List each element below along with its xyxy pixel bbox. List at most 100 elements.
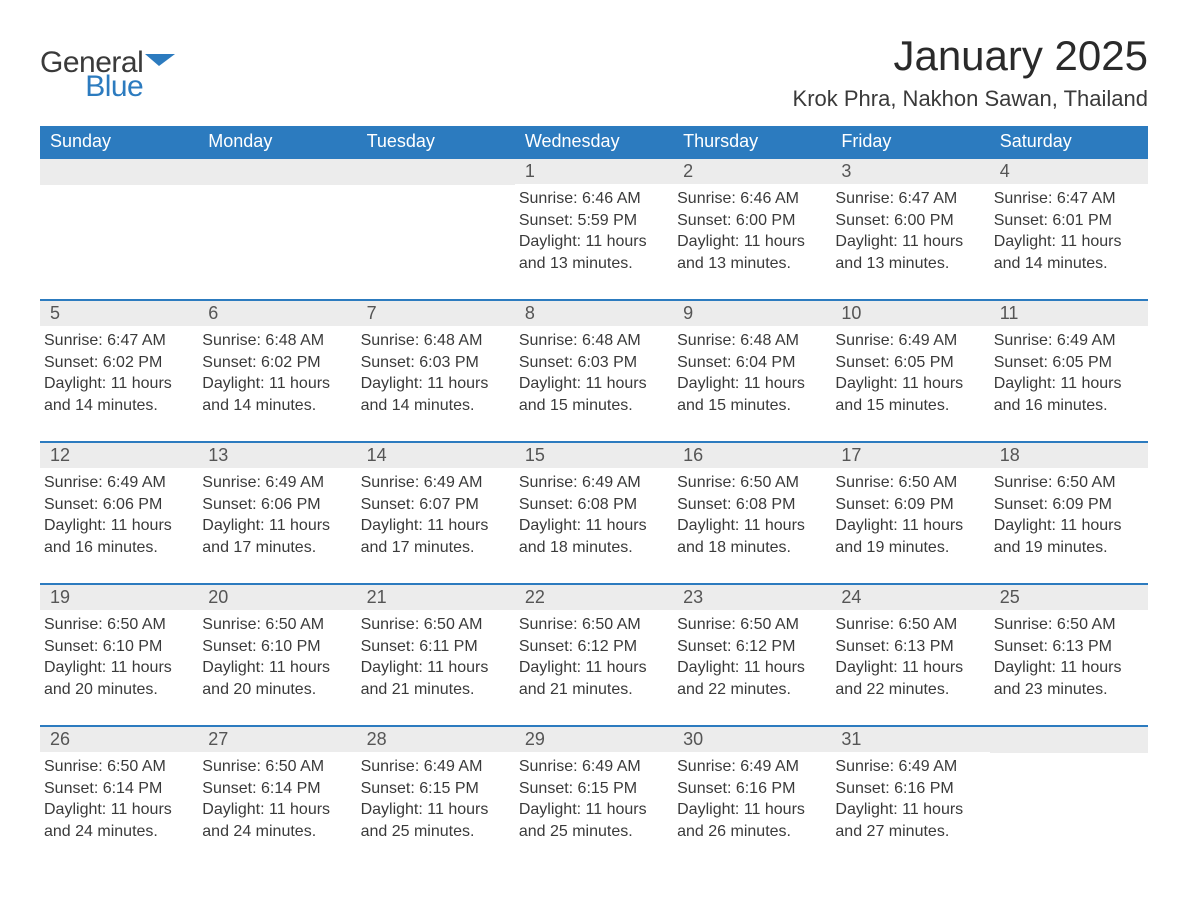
day-cell: 22Sunrise: 6:50 AMSunset: 6:12 PMDayligh…: [515, 584, 673, 726]
day-sunset: Sunset: 6:13 PM: [994, 636, 1138, 658]
day-daylight1: Daylight: 11 hours: [994, 231, 1138, 253]
day-number: 13: [198, 443, 356, 468]
day-daylight1: Daylight: 11 hours: [519, 515, 663, 537]
day-daylight1: Daylight: 11 hours: [44, 799, 188, 821]
day-number: 1: [515, 159, 673, 184]
day-cell: [357, 158, 515, 300]
day-number: 12: [40, 443, 198, 468]
week-row: 5Sunrise: 6:47 AMSunset: 6:02 PMDaylight…: [40, 300, 1148, 442]
day-sunset: Sunset: 6:02 PM: [44, 352, 188, 374]
day-daylight2: and 24 minutes.: [44, 821, 188, 843]
day-number: 7: [357, 301, 515, 326]
day-sunrise: Sunrise: 6:46 AM: [519, 188, 663, 210]
day-daylight1: Daylight: 11 hours: [519, 231, 663, 253]
day-number: 21: [357, 585, 515, 610]
day-daylight1: Daylight: 11 hours: [202, 515, 346, 537]
day-cell: 18Sunrise: 6:50 AMSunset: 6:09 PMDayligh…: [990, 442, 1148, 584]
day-cell: 20Sunrise: 6:50 AMSunset: 6:10 PMDayligh…: [198, 584, 356, 726]
day-daylight1: Daylight: 11 hours: [44, 657, 188, 679]
day-daylight2: and 18 minutes.: [677, 537, 821, 559]
day-header-thursday: Thursday: [673, 126, 831, 158]
day-daylight2: and 20 minutes.: [44, 679, 188, 701]
day-cell: 27Sunrise: 6:50 AMSunset: 6:14 PMDayligh…: [198, 726, 356, 868]
day-sunset: Sunset: 6:09 PM: [835, 494, 979, 516]
day-daylight2: and 15 minutes.: [519, 395, 663, 417]
day-daylight1: Daylight: 11 hours: [44, 373, 188, 395]
logo: General Blue: [40, 32, 175, 102]
day-sunrise: Sunrise: 6:50 AM: [202, 614, 346, 636]
day-sunset: Sunset: 6:09 PM: [994, 494, 1138, 516]
day-number: 20: [198, 585, 356, 610]
day-number: 24: [831, 585, 989, 610]
day-sunset: Sunset: 6:05 PM: [994, 352, 1138, 374]
day-body: Sunrise: 6:50 AMSunset: 6:09 PMDaylight:…: [990, 468, 1148, 562]
day-daylight2: and 15 minutes.: [677, 395, 821, 417]
day-daylight2: and 21 minutes.: [361, 679, 505, 701]
day-cell: 19Sunrise: 6:50 AMSunset: 6:10 PMDayligh…: [40, 584, 198, 726]
day-cell: 3Sunrise: 6:47 AMSunset: 6:00 PMDaylight…: [831, 158, 989, 300]
day-body: Sunrise: 6:49 AMSunset: 6:05 PMDaylight:…: [990, 326, 1148, 420]
day-sunrise: Sunrise: 6:48 AM: [202, 330, 346, 352]
day-body: Sunrise: 6:49 AMSunset: 6:16 PMDaylight:…: [831, 752, 989, 846]
day-sunrise: Sunrise: 6:49 AM: [202, 472, 346, 494]
day-sunrise: Sunrise: 6:50 AM: [677, 614, 821, 636]
day-sunrise: Sunrise: 6:48 AM: [361, 330, 505, 352]
day-body: Sunrise: 6:50 AMSunset: 6:10 PMDaylight:…: [40, 610, 198, 704]
day-daylight1: Daylight: 11 hours: [202, 373, 346, 395]
day-cell: [198, 158, 356, 300]
day-daylight1: Daylight: 11 hours: [361, 373, 505, 395]
day-sunset: Sunset: 6:01 PM: [994, 210, 1138, 232]
day-cell: 4Sunrise: 6:47 AMSunset: 6:01 PMDaylight…: [990, 158, 1148, 300]
day-daylight1: Daylight: 11 hours: [677, 373, 821, 395]
day-number: [198, 159, 356, 185]
day-cell: 7Sunrise: 6:48 AMSunset: 6:03 PMDaylight…: [357, 300, 515, 442]
day-sunset: Sunset: 6:10 PM: [202, 636, 346, 658]
week-row: 12Sunrise: 6:49 AMSunset: 6:06 PMDayligh…: [40, 442, 1148, 584]
day-cell: 14Sunrise: 6:49 AMSunset: 6:07 PMDayligh…: [357, 442, 515, 584]
day-sunset: Sunset: 6:15 PM: [519, 778, 663, 800]
day-daylight2: and 21 minutes.: [519, 679, 663, 701]
day-daylight1: Daylight: 11 hours: [677, 657, 821, 679]
day-sunset: Sunset: 6:15 PM: [361, 778, 505, 800]
day-body: Sunrise: 6:49 AMSunset: 6:15 PMDaylight:…: [515, 752, 673, 846]
day-cell: 13Sunrise: 6:49 AMSunset: 6:06 PMDayligh…: [198, 442, 356, 584]
day-number: 14: [357, 443, 515, 468]
day-sunset: Sunset: 6:14 PM: [202, 778, 346, 800]
day-sunrise: Sunrise: 6:50 AM: [361, 614, 505, 636]
day-body: Sunrise: 6:50 AMSunset: 6:14 PMDaylight:…: [198, 752, 356, 846]
day-daylight2: and 20 minutes.: [202, 679, 346, 701]
day-sunset: Sunset: 5:59 PM: [519, 210, 663, 232]
day-cell: 21Sunrise: 6:50 AMSunset: 6:11 PMDayligh…: [357, 584, 515, 726]
day-daylight1: Daylight: 11 hours: [44, 515, 188, 537]
day-number: 29: [515, 727, 673, 752]
day-daylight1: Daylight: 11 hours: [202, 799, 346, 821]
day-cell: 17Sunrise: 6:50 AMSunset: 6:09 PMDayligh…: [831, 442, 989, 584]
day-sunrise: Sunrise: 6:49 AM: [835, 756, 979, 778]
day-daylight1: Daylight: 11 hours: [835, 231, 979, 253]
day-header-saturday: Saturday: [990, 126, 1148, 158]
day-sunset: Sunset: 6:11 PM: [361, 636, 505, 658]
day-daylight2: and 14 minutes.: [202, 395, 346, 417]
day-daylight2: and 13 minutes.: [519, 253, 663, 275]
day-sunset: Sunset: 6:05 PM: [835, 352, 979, 374]
day-number: 4: [990, 159, 1148, 184]
day-body: Sunrise: 6:48 AMSunset: 6:03 PMDaylight:…: [357, 326, 515, 420]
day-sunrise: Sunrise: 6:48 AM: [677, 330, 821, 352]
day-body: Sunrise: 6:48 AMSunset: 6:03 PMDaylight:…: [515, 326, 673, 420]
day-daylight2: and 19 minutes.: [994, 537, 1138, 559]
day-sunrise: Sunrise: 6:50 AM: [835, 472, 979, 494]
day-number: 9: [673, 301, 831, 326]
day-daylight2: and 22 minutes.: [835, 679, 979, 701]
day-daylight2: and 17 minutes.: [361, 537, 505, 559]
month-title: January 2025: [793, 32, 1148, 80]
day-number: 3: [831, 159, 989, 184]
day-daylight2: and 17 minutes.: [202, 537, 346, 559]
day-daylight2: and 24 minutes.: [202, 821, 346, 843]
day-cell: 1 Sunrise: 6:46 AMSunset: 5:59 PMDaylight…: [515, 158, 673, 300]
day-body: Sunrise: 6:50 AMSunset: 6:13 PMDaylight:…: [990, 610, 1148, 704]
day-number: [990, 727, 1148, 753]
day-daylight2: and 25 minutes.: [519, 821, 663, 843]
day-cell: 25Sunrise: 6:50 AMSunset: 6:13 PMDayligh…: [990, 584, 1148, 726]
day-cell: 26Sunrise: 6:50 AMSunset: 6:14 PMDayligh…: [40, 726, 198, 868]
page-header: General Blue January 2025 Krok Phra, Nak…: [40, 32, 1148, 112]
